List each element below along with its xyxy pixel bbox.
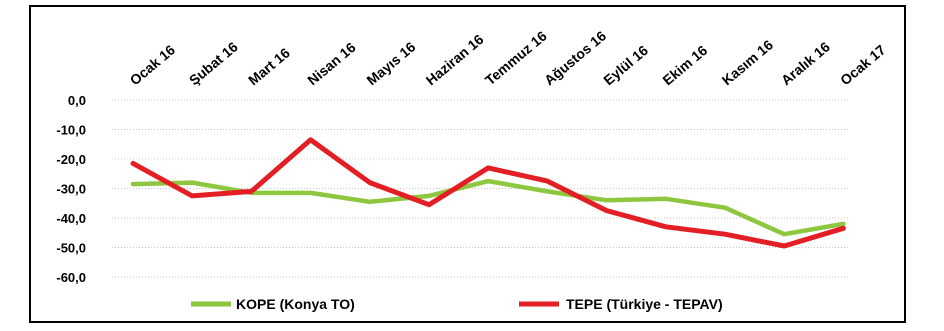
x-tick-label: Temmuz 16 (482, 28, 550, 89)
y-tick-label: 0,0 (68, 93, 86, 108)
y-tick-label: -10,0 (56, 123, 86, 138)
legend-label: TEPE (Türkiye - TEPAV) (566, 296, 723, 312)
x-tick-label: Nisan 16 (304, 39, 359, 88)
x-tick-label: Ocak 16 (127, 41, 179, 88)
x-tick-label: Mart 16 (245, 44, 293, 88)
y-tick-label: -20,0 (56, 152, 86, 167)
x-tick-label: Kasım 16 (719, 36, 777, 88)
x-tick-label: Şubat 16 (186, 38, 241, 88)
x-tick-label: Aralık 16 (778, 38, 833, 88)
x-tick-label: Eylül 16 (600, 42, 651, 88)
chart-frame (29, 5, 906, 323)
x-tick-label: Ekim 16 (659, 42, 710, 88)
series-line-tepe (130, 137, 846, 249)
y-tick-label: -40,0 (56, 211, 86, 226)
x-tick-label: Ocak 17 (837, 41, 889, 88)
series-line-kope (130, 178, 846, 237)
y-tick-label: -30,0 (56, 182, 86, 197)
x-tick-label: Mayıs 16 (363, 38, 418, 88)
x-tick-label: Haziran 16 (423, 31, 487, 88)
x-tick-label: Ağustos 16 (541, 27, 609, 88)
y-tick-label: -60,0 (56, 270, 86, 285)
legend-label: KOPE (Konya TO) (236, 296, 355, 312)
y-tick-label: -50,0 (56, 241, 86, 256)
